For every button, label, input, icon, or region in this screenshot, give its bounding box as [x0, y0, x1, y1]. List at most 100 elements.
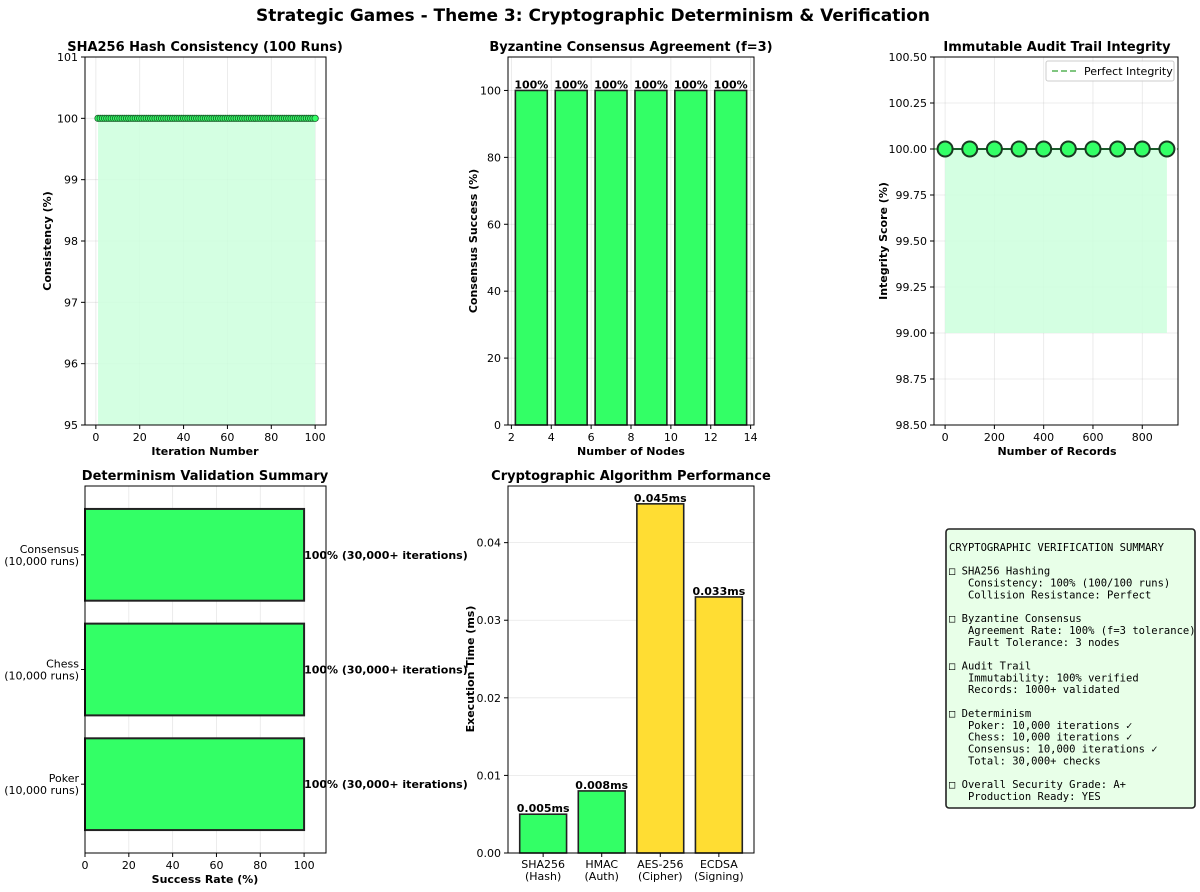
byz-ytick-label: 60	[487, 218, 501, 231]
perf-xtick-label: ECDSA	[700, 858, 738, 871]
audit-xtick-label: 800	[1132, 431, 1153, 444]
perf-xtick-label: HMAC	[585, 858, 618, 871]
audit-point	[1010, 140, 1028, 158]
det-bar	[84, 507, 306, 602]
summary-line: Chess: 10,000 iterations ✓	[949, 732, 1132, 744]
det-xtick-label: 20	[122, 859, 136, 872]
byz-xtick-label: 14	[744, 431, 758, 444]
det-xlabel: Success Rate (%)	[152, 873, 259, 886]
audit-point	[961, 140, 979, 158]
sha-ytick-label: 97	[64, 296, 78, 309]
audit-point	[1035, 140, 1053, 158]
byz-bar	[594, 89, 628, 426]
summary-box-frame	[945, 528, 1196, 809]
audit-legend-box	[1045, 60, 1175, 82]
audit-xtick-label: 200	[984, 431, 1005, 444]
byz-bar-label: 100%	[594, 78, 628, 91]
det-xtick-label: 40	[166, 859, 180, 872]
summary-line: Records: 1000+ validated	[949, 684, 1120, 696]
byz-bar-label: 100%	[634, 78, 668, 91]
byz-ytick-label: 100	[480, 84, 501, 97]
summary-line: □ Determinism	[949, 708, 1031, 720]
perf-bar	[518, 813, 568, 854]
summary-line: Agreement Rate: 100% (f=3 tolerance)	[949, 625, 1196, 637]
audit-point	[1059, 140, 1077, 158]
sha-xlabel: Iteration Number	[151, 445, 259, 458]
audit-ytick-label: 100.25	[889, 97, 928, 110]
summary-line: Immutability: 100% verified	[949, 672, 1139, 684]
summary-line: □ SHA256 Hashing	[949, 566, 1050, 578]
audit-xtick-label: 400	[1033, 431, 1054, 444]
summary-line: Poker: 10,000 iterations ✓	[949, 720, 1132, 732]
panel-algorithm-performance: Cryptographic Algorithm Performance 0.00…	[464, 469, 771, 883]
audit-ytick-label: 99.75	[896, 189, 928, 202]
byz-bar	[554, 89, 588, 426]
byz-bar-label: 100%	[674, 78, 708, 91]
audit-point	[1109, 140, 1127, 158]
byz-xtick-label: 12	[704, 431, 718, 444]
audit-area-fill	[945, 149, 1167, 333]
byz-bar	[713, 89, 748, 426]
perf-bar-label: 0.008ms	[575, 779, 628, 792]
perf-xtick-sublabel: (Cipher)	[638, 870, 683, 883]
perf-bar	[694, 596, 744, 854]
perf-bar-label: 0.033ms	[692, 585, 745, 598]
perf-title: Cryptographic Algorithm Performance	[491, 469, 771, 484]
audit-ytick-label: 100.00	[889, 143, 928, 156]
byz-bar-label: 100%	[514, 78, 548, 91]
audit-xlabel: Number of Records	[997, 445, 1117, 458]
audit-ytick-label: 99.50	[896, 235, 928, 248]
panel-sha256-consistency: SHA256 Hash Consistency (100 Runs) 0 20 40…	[41, 40, 343, 458]
sha-xtick-label: 100	[305, 431, 326, 444]
perf-ytick-label: 0.03	[477, 614, 502, 627]
byz-xtick-label: 2	[508, 431, 515, 444]
audit-point	[1133, 140, 1151, 158]
byz-xtick-label: 4	[548, 431, 555, 444]
summary-line: Consensus: 10,000 iterations ✓	[949, 743, 1158, 755]
perf-ytick-label: 0.02	[477, 692, 502, 705]
summary-line: Total: 30,000+ checks	[949, 755, 1101, 767]
figure-title: Strategic Games - Theme 3: Cryptographic…	[256, 6, 930, 26]
byz-xtick-label: 10	[664, 431, 678, 444]
sha-ytick-label: 96	[64, 358, 78, 371]
det-ytick-label: Chess	[46, 658, 79, 671]
sha-ytick-label: 100	[57, 112, 78, 125]
det-bar	[84, 737, 306, 832]
perf-ytick-label: 0.01	[477, 769, 502, 782]
det-ytick-label: Consensus	[20, 543, 80, 556]
byz-bar	[634, 89, 668, 426]
sha-point	[311, 114, 319, 122]
det-bar-label: 100% (30,000+ iterations)	[304, 778, 468, 791]
audit-ytick-label: 99.00	[896, 327, 928, 340]
audit-ytick-label: 98.50	[896, 419, 928, 432]
perf-xtick-label: AES-256	[637, 858, 683, 871]
summary-box: CRYPTOGRAPHIC VERIFICATION SUMMARY □ SHA2…	[945, 528, 1196, 809]
sha-ytick-label: 101	[57, 51, 78, 64]
sha-title: SHA256 Hash Consistency (100 Runs)	[67, 40, 343, 55]
summary-line: □ Audit Trail	[949, 661, 1031, 673]
det-xtick-label: 0	[82, 859, 89, 872]
audit-title: Immutable Audit Trail Integrity	[943, 40, 1171, 55]
byz-bar	[674, 89, 708, 426]
audit-ytick-label: 98.75	[896, 373, 928, 386]
audit-ytick-label: 99.25	[896, 281, 928, 294]
sha-ytick-label: 99	[64, 174, 78, 187]
audit-point	[1084, 140, 1102, 158]
panel-audit-trail: Immutable Audit Trail Integrity 0 200 400 6…	[877, 40, 1179, 458]
audit-legend: Perfect Integrity	[1045, 60, 1175, 82]
det-xtick-label: 80	[253, 859, 267, 872]
byz-ytick-label: 40	[487, 285, 501, 298]
summary-line: Consistency: 100% (100/100 runs)	[949, 578, 1170, 590]
summary-line: Collision Resistance: Perfect	[949, 589, 1151, 601]
perf-xtick-sublabel: (Hash)	[525, 870, 561, 883]
perf-xtick-label: SHA256	[521, 858, 565, 871]
det-ytick-sublabel: (10,000 runs)	[4, 670, 79, 683]
sha-area-fill	[98, 118, 316, 425]
perf-ylabel: Execution Time (ms)	[464, 606, 477, 733]
byz-xlabel: Number of Nodes	[577, 445, 685, 458]
summary-line: □ Byzantine Consensus	[949, 613, 1082, 625]
panel-byzantine-consensus: Byzantine Consensus Agreement (f=3) 100%…	[467, 40, 773, 458]
byz-ytick-label: 20	[487, 352, 501, 365]
byz-bar-label: 100%	[714, 78, 748, 91]
sha-ylabel: Consistency (%)	[41, 191, 54, 290]
